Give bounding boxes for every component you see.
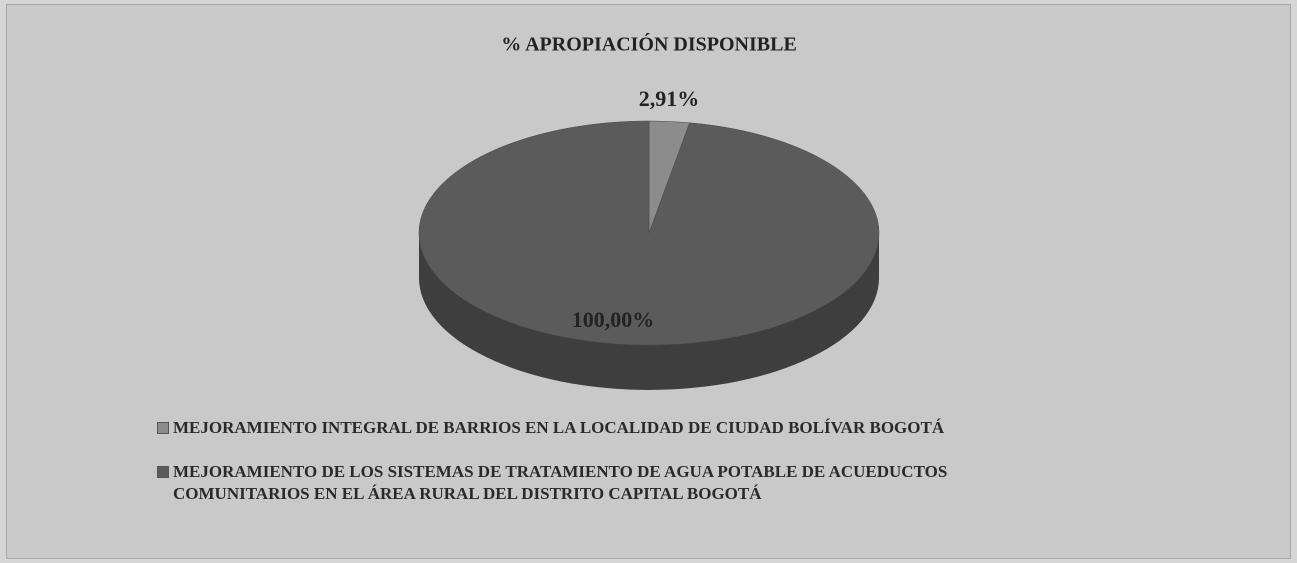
legend-item: MEJORAMIENTO DE LOS SISTEMAS DE TRATAMIE… [157, 461, 1003, 505]
data-label: 2,91% [639, 86, 700, 111]
pie-slice [418, 120, 880, 346]
legend-label: MEJORAMIENTO DE LOS SISTEMAS DE TRATAMIE… [173, 462, 948, 503]
legend-label: MEJORAMIENTO INTEGRAL DE BARRIOS EN LA L… [173, 418, 945, 437]
data-label: 100,00% [572, 307, 655, 332]
legend-swatch [157, 466, 169, 478]
chart-title: % APROPIACIÓN DISPONIBLE [501, 32, 797, 56]
pie-side [419, 233, 879, 390]
chart-area: % APROPIACIÓN DISPONIBLE 2,91% 100,00% ME… [6, 4, 1291, 559]
chart: % APROPIACIÓN DISPONIBLE 2,91% 100,00% [418, 32, 880, 390]
legend-swatch [157, 422, 169, 434]
legend-item: MEJORAMIENTO INTEGRAL DE BARRIOS EN LA L… [157, 417, 1023, 439]
